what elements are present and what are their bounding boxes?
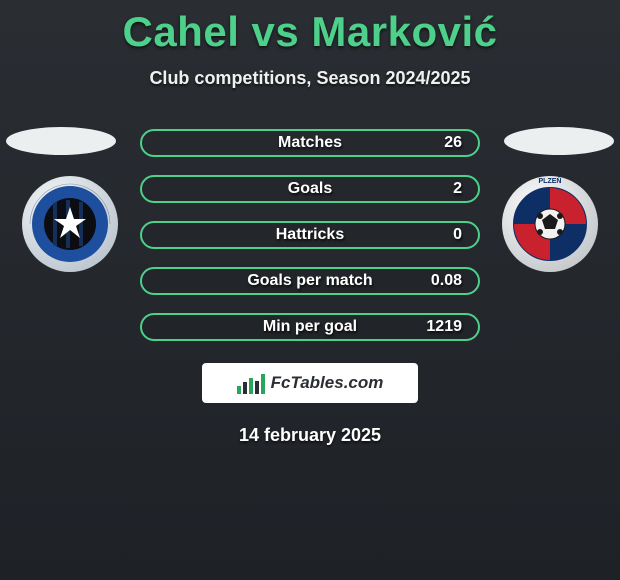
stat-label: Hattricks	[276, 226, 344, 244]
club-crest-left-icon	[20, 174, 120, 274]
stat-row-min-per-goal: Min per goal 1219	[140, 313, 480, 341]
footer-date: 14 february 2025	[0, 425, 620, 446]
ellipse-right	[504, 127, 614, 155]
page-title: Cahel vs Marković	[0, 0, 620, 56]
stat-row-goals: Goals 2	[140, 175, 480, 203]
stat-value: 1219	[426, 318, 462, 336]
stat-row-matches: Matches 26	[140, 129, 480, 157]
stat-rows: Matches 26 Goals 2 Hattricks 0 Goals per…	[140, 129, 480, 341]
stat-value: 26	[444, 134, 462, 152]
stat-row-hattricks: Hattricks 0	[140, 221, 480, 249]
stat-label: Goals per match	[247, 272, 372, 290]
ellipse-left	[6, 127, 116, 155]
stats-area: Matches 26 Goals 2 Hattricks 0 Goals per…	[0, 129, 620, 341]
stat-label: Goals	[288, 180, 332, 198]
stat-value: 0.08	[431, 272, 462, 290]
crest-right-top-text: PLZEŇ	[539, 176, 562, 185]
page-subtitle: Club competitions, Season 2024/2025	[0, 68, 620, 89]
stat-row-goals-per-match: Goals per match 0.08	[140, 267, 480, 295]
stat-label: Min per goal	[263, 318, 357, 336]
club-crest-right-icon: PLZEŇ	[500, 174, 600, 274]
stat-value: 2	[453, 180, 462, 198]
stat-label: Matches	[278, 134, 342, 152]
branding-badge: FcTables.com	[202, 363, 418, 403]
stat-value: 0	[453, 226, 462, 244]
branding-text: FcTables.com	[271, 373, 384, 393]
bars-icon	[237, 372, 265, 394]
